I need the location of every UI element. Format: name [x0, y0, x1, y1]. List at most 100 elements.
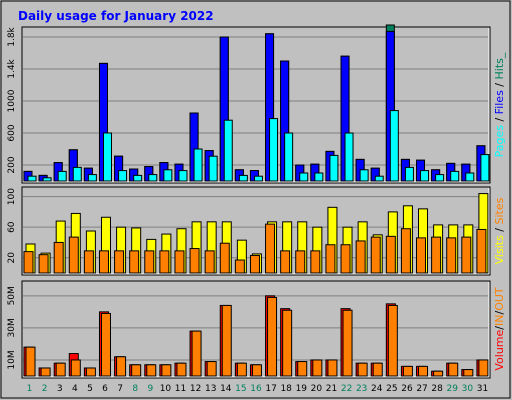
- legend-entry: OUT: [493, 287, 506, 311]
- pages-bar: [178, 170, 188, 182]
- pages-bar: [480, 154, 490, 182]
- pages-bar: [284, 132, 294, 182]
- legend-entry: /: [493, 114, 506, 125]
- day-label: 12: [190, 384, 201, 394]
- pages-bar: [299, 172, 309, 182]
- pages-bar: [238, 174, 248, 182]
- sites-bar: [400, 228, 411, 274]
- day-label: 30: [462, 384, 474, 394]
- legend-entry: Hits: [493, 58, 506, 80]
- day-label: 24: [371, 384, 383, 394]
- day-labels: 1 2 3 4 5 6 7 8 9 10 11 12 13 14 15 16 17 18 19 20 21 22 23 24 2…: [27, 384, 488, 394]
- y-tick-label: 20: [7, 252, 17, 264]
- in-bar: [55, 362, 66, 377]
- sites-bar: [129, 250, 140, 274]
- pages-bar: [57, 170, 67, 182]
- day-label: 6: [102, 384, 108, 394]
- legend-entry: /: [493, 79, 506, 90]
- legend-entry: Pages: [493, 125, 506, 158]
- day-label: 11: [175, 384, 186, 394]
- day-label: 31: [477, 384, 488, 394]
- pages-bar: [42, 177, 52, 182]
- legend-entry: Sites: [493, 197, 506, 224]
- day-label: 19: [296, 384, 308, 394]
- pages-bar: [163, 169, 173, 182]
- in-bar: [85, 367, 96, 377]
- pages-bar: [102, 132, 112, 182]
- y-tick-label: 600: [7, 124, 17, 141]
- sites-bar: [340, 244, 351, 274]
- legend-entry: /: [493, 224, 506, 235]
- day-label: 23: [356, 384, 367, 394]
- panel-frame-0: [21, 26, 491, 184]
- legend-entry: /: [493, 326, 506, 330]
- pages-bar: [269, 118, 279, 182]
- sites-bar: [114, 250, 125, 274]
- sites-bar: [310, 250, 321, 274]
- sites-bar: [249, 254, 260, 274]
- sites-bar: [83, 250, 94, 274]
- sites-bar: [53, 241, 64, 274]
- sites-bar: [68, 236, 79, 274]
- sites-bar: [189, 248, 200, 274]
- in-bar: [236, 362, 247, 377]
- y-tick-label: 10M: [7, 350, 17, 369]
- day-label: 5: [87, 384, 93, 394]
- legend-entry: Files: [493, 90, 506, 114]
- y-tick-label: 60: [7, 221, 17, 233]
- day-label: 18: [280, 384, 292, 394]
- pages-bar: [314, 172, 324, 182]
- in-bar: [387, 304, 398, 377]
- in-bar: [40, 367, 51, 377]
- in-bar: [478, 359, 489, 377]
- sites-bar: [295, 250, 306, 274]
- sites-bar: [355, 240, 366, 274]
- sites-bar: [98, 250, 109, 274]
- day-label: 29: [447, 384, 459, 394]
- sites-bar: [265, 223, 276, 274]
- sites-bar: [144, 250, 155, 274]
- day-label: 26: [401, 384, 413, 394]
- pages-bar: [193, 148, 203, 182]
- in-bar: [433, 370, 444, 377]
- pages-bar: [420, 170, 430, 182]
- day-label: 15: [235, 384, 246, 394]
- sites-bar: [416, 237, 427, 274]
- pages-bar: [118, 170, 128, 182]
- day-label: 28: [431, 384, 443, 394]
- pages-bar: [344, 132, 354, 182]
- pages-bar: [253, 175, 263, 182]
- y-tick-label: 1.8k: [7, 26, 17, 46]
- day-label: 16: [250, 384, 262, 394]
- in-bar: [116, 356, 127, 377]
- sites-bar: [461, 236, 472, 274]
- pages-bar: [359, 169, 369, 182]
- legend-entry: /: [493, 311, 506, 315]
- sites-bar: [476, 228, 487, 274]
- sites-bar: [23, 251, 34, 274]
- sites-bar: [370, 236, 381, 274]
- day-label: 13: [205, 384, 216, 394]
- legend-entry: Volume: [493, 329, 506, 370]
- y-tick-label: 1000: [7, 89, 17, 112]
- in-bar: [25, 346, 36, 377]
- pages-bar: [148, 174, 158, 182]
- legend-entry: Visits: [493, 235, 506, 264]
- legend-visits-sites: Visits / Sites: [493, 197, 506, 264]
- chart-title: Daily usage for January 2022: [18, 9, 214, 23]
- day-label: 25: [386, 384, 397, 394]
- pages-bar: [374, 175, 384, 182]
- sites-bar: [159, 250, 170, 274]
- pages-bar: [465, 172, 475, 182]
- y-tick-label: 200: [7, 156, 17, 173]
- day-label: 7: [117, 384, 123, 394]
- pages-bar: [389, 110, 399, 182]
- in-bar: [221, 304, 232, 377]
- day-label: 22: [341, 384, 352, 394]
- sites-bar: [204, 250, 215, 274]
- day-label: 27: [416, 384, 427, 394]
- sites-bar: [38, 254, 49, 274]
- pages-bar: [72, 166, 82, 182]
